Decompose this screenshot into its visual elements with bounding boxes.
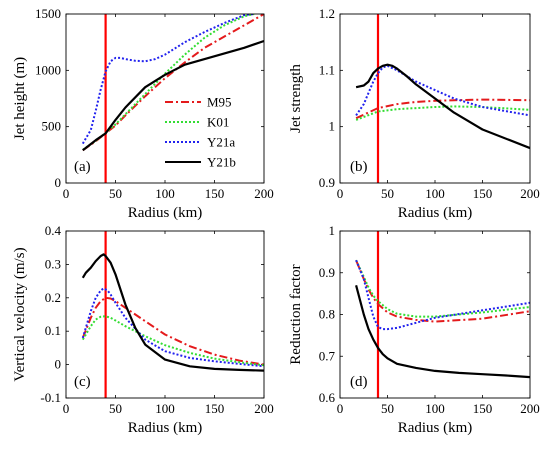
y-tick-label: 0.8 [319, 307, 335, 322]
y-axis-label: Jet strength [288, 64, 304, 133]
y-tick-label: 0.9 [319, 265, 335, 280]
x-tick-label: 100 [425, 401, 445, 416]
panel-2: 0 50 100 150 200 0.9 1 1.1 1.2 Radius (km) Jet str… [288, 6, 540, 221]
y-tick-label: 500 [42, 119, 62, 134]
y-tick-label: 1 [329, 119, 336, 134]
x-tick-label: 200 [520, 401, 540, 416]
y-tick-label: 0.3 [45, 256, 61, 271]
x-tick-label: 0 [63, 186, 70, 201]
y-tick-label: 0.1 [45, 323, 61, 338]
series-line-y21a [81, 14, 255, 145]
series-line-y21b [81, 253, 264, 372]
y-tick-label: 0.4 [45, 223, 62, 238]
x-tick-label: 50 [381, 186, 394, 201]
series-line-y21b [82, 39, 264, 152]
y-axis-label: Jet height (m) [12, 57, 28, 140]
legend: M95 K01 Y21a Y21b [165, 95, 236, 170]
x-tick-label: 50 [109, 186, 122, 201]
x-tick-label: 200 [254, 401, 274, 416]
series-line-y21a [81, 287, 264, 368]
y-tick-label: 0.6 [319, 390, 336, 405]
y-tick-label: 0.7 [319, 348, 336, 363]
series-line-y21b [355, 285, 530, 379]
y-tick-label: -0.1 [40, 390, 61, 405]
x-tick-label: 150 [473, 186, 493, 201]
legend-label-m95: M95 [207, 95, 232, 110]
y-tick-label: 1500 [35, 6, 61, 21]
panel-label: (a) [74, 159, 91, 175]
y-tick-label: 0.9 [319, 175, 335, 190]
y-tick-label: 1.2 [319, 6, 335, 21]
x-tick-label: 100 [155, 401, 175, 416]
x-tick-label: 200 [254, 186, 274, 201]
x-tick-label: 100 [155, 186, 175, 201]
x-tick-label: 150 [473, 401, 493, 416]
y-tick-label: 0 [55, 175, 62, 190]
series-line-y21b [355, 63, 530, 150]
panel-4: 0 50 100 150 200 0.6 0.7 0.8 0.9 1 Radius (km) Redu… [288, 223, 540, 436]
x-tick-label: 200 [520, 186, 540, 201]
series-line-m95 [355, 259, 530, 323]
series-line-m95 [355, 98, 530, 120]
panel-label: (c) [74, 374, 91, 390]
series-line-y21a [355, 259, 530, 331]
x-tick-label: 50 [381, 401, 394, 416]
series-line-m95 [81, 296, 264, 366]
x-axis-label: Radius (km) [398, 420, 473, 436]
legend-label-y21b: Y21b [207, 155, 236, 170]
series-line-k01 [82, 14, 255, 151]
x-tick-label: 0 [337, 401, 344, 416]
panel-label: (d) [350, 374, 368, 390]
legend-label-k01: K01 [207, 115, 229, 130]
x-axis-label: Radius (km) [398, 205, 473, 221]
x-tick-label: 0 [337, 186, 344, 201]
y-tick-label: 0.2 [45, 290, 61, 305]
series-group [355, 63, 530, 150]
legend-label-y21a: Y21a [207, 135, 235, 150]
panel-label: (b) [350, 159, 368, 175]
plot-frame [65, 13, 265, 184]
x-tick-label: 100 [425, 186, 445, 201]
series-line-k01 [81, 315, 264, 367]
y-tick-label: 1 [329, 223, 336, 238]
y-axis-label: Vertical velocity (m/s) [12, 247, 28, 381]
series-line-y21a [355, 64, 530, 117]
y-tick-label: 1.1 [319, 62, 335, 77]
x-tick-label: 0 [63, 401, 70, 416]
series-group [355, 259, 530, 379]
plot-area [340, 231, 530, 398]
y-axis-label: Reduction factor [288, 264, 304, 364]
x-axis-label: Radius (km) [128, 205, 203, 221]
x-axis-label: Radius (km) [128, 420, 203, 436]
plot-frame [339, 13, 531, 184]
x-tick-label: 50 [109, 401, 122, 416]
y-tick-label: 1000 [35, 62, 61, 77]
series-group [81, 253, 264, 372]
plot-area [66, 231, 264, 398]
panel-1: 0 50 100 150 200 0 500 1000 1500 Radius (km) Jet h… [12, 6, 274, 221]
x-tick-label: 150 [205, 401, 225, 416]
y-tick-label: 0 [55, 357, 62, 372]
series-line-m95 [82, 14, 264, 152]
plot-frame [65, 230, 265, 399]
plot-frame [339, 230, 531, 399]
x-tick-label: 150 [205, 186, 225, 201]
series-group [81, 14, 264, 152]
